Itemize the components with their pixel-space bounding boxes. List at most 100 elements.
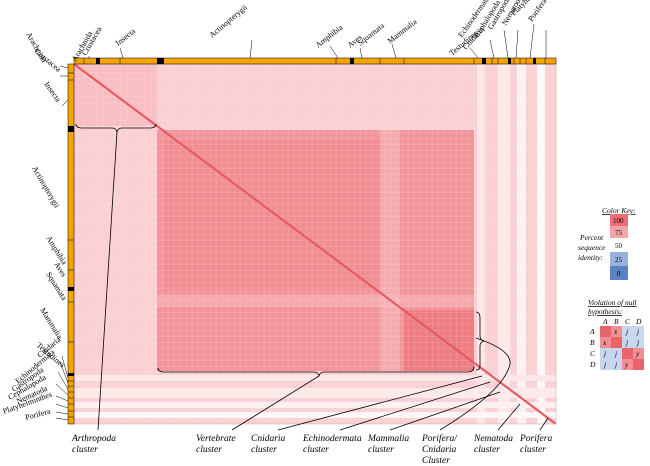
top-bar-mark-3 [350, 58, 354, 64]
arthropoda-leader [97, 131, 118, 431]
key-tick-100: 100 [613, 217, 624, 225]
vcell-cc [622, 348, 633, 359]
key-swatch-75 [610, 226, 628, 238]
vertebrate-leader [231, 375, 320, 431]
top-label-mammalia: Mammalia [386, 17, 419, 46]
cluster-brackets [75, 123, 549, 431]
top-bar-mark-4 [482, 58, 486, 64]
vcol-d: D [635, 317, 642, 326]
vcol-a: A [602, 317, 608, 326]
vcell-ab [611, 326, 622, 337]
left-labels: Arachnida Crustacea Insecta Actinopteryg… [2, 31, 70, 422]
echinodermata-leader [339, 381, 491, 431]
cluster-mammalia: Mammalia cluster [367, 434, 409, 455]
key-swatch-50 [610, 238, 628, 252]
violation-matrix: Violation of null hypothesis: A B C D A B… [588, 298, 644, 370]
vtext-cd: y [635, 349, 640, 358]
vcell-cb [611, 348, 622, 359]
cnidaria-leader [277, 375, 483, 431]
cluster-porifera-cnidaria: Porifera/Cnidaria Cluster [421, 433, 458, 466]
top-bar-mark-2 [157, 58, 164, 64]
cluster-echinodermata: Echinodermata cluster [302, 434, 362, 455]
vrow-a: A [589, 327, 595, 336]
vtext-ac: j [625, 327, 628, 336]
vcell-ca [600, 348, 611, 359]
cluster-porifera: Porifera cluster [519, 433, 552, 455]
color-key-title: Color Key: [602, 206, 636, 215]
left-taxon-bar [67, 63, 75, 425]
vcell-ba [600, 337, 611, 348]
vcol-c: C [625, 317, 631, 326]
top-label-amphibia: Amphibia [314, 23, 345, 50]
vcell-bb [611, 337, 622, 348]
key-swatch-25 [610, 252, 628, 266]
cluster-arthropoda: Arthropoda cluster [71, 434, 116, 455]
vrow-c: C [590, 349, 596, 358]
vtext-bc: j [625, 338, 628, 347]
color-key: Color Key: 100 75 50 25 0 Percent sequenc… [578, 206, 636, 280]
top-labels: Crustacea Arachnida Insecta Actinopteryg… [70, 0, 552, 63]
vcell-ac [622, 326, 633, 337]
top-taxon-bar [73, 57, 557, 65]
cluster-labels: Arthropoda cluster Vertebrate cluster Cnid… [71, 433, 552, 466]
vcell-bc [622, 337, 633, 348]
key-swatch-100 [610, 214, 628, 226]
left-bar-dividers [68, 72, 74, 418]
vtext-cb: j [614, 349, 617, 358]
left-label-insecta: Insecta [42, 80, 63, 104]
vcol-b: B [614, 317, 619, 326]
left-label-mammalia: Mammalia [38, 306, 64, 341]
left-label-actinopterygii: Actinopterygii [30, 165, 62, 211]
vtext-dc: y [624, 360, 629, 369]
top-label-insecta: Insecta [114, 26, 138, 47]
vtext-ad: j [636, 327, 639, 336]
porifera-cnidaria-curve [439, 337, 511, 431]
top-bar-mark-1 [96, 58, 100, 64]
porifera-leader [539, 417, 549, 431]
key-tick-0: 0 [617, 270, 621, 278]
vcell-ad [633, 326, 644, 337]
cluster-cnidaria: Cnidaria cluster [251, 434, 286, 455]
diagonal [73, 63, 557, 425]
vtext-bd: j [636, 338, 639, 347]
violation-title: Violation of null hypothesis: [588, 298, 637, 316]
top-bar-mark-6 [533, 58, 536, 64]
left-bar-mark-2 [68, 287, 74, 291]
vcell-dc [622, 359, 633, 370]
vrow-d: D [589, 360, 596, 369]
top-leader-lines [87, 23, 547, 59]
vcell-aa [600, 326, 611, 337]
vtext-da: j [603, 360, 606, 369]
vrow-b: B [590, 338, 595, 347]
heatmap-matrix [73, 63, 557, 425]
cluster-vertebrate: Vertebrate cluster [196, 434, 236, 455]
vcell-da [600, 359, 611, 370]
key-swatch-0 [610, 266, 628, 280]
vcell-db [611, 359, 622, 370]
vcell-bd [633, 337, 644, 348]
left-leader-lines [55, 65, 69, 421]
left-bar-mark-3 [68, 373, 74, 376]
mammalia-leader [389, 391, 501, 431]
top-bar-dividers [83, 58, 546, 64]
top-bar-fill [73, 57, 557, 65]
vtext-ca: j [603, 349, 606, 358]
left-bar-mark-1 [68, 126, 74, 132]
top-label-porifera: Porifera [526, 0, 548, 23]
left-bar-fill [67, 63, 75, 425]
top-label-actinopterygii: Actinopterygii [208, 2, 250, 39]
vtext-ab: x [613, 327, 618, 336]
vtext-db: j [614, 360, 617, 369]
key-tick-50: 50 [615, 242, 623, 250]
vcell-cd [633, 348, 644, 359]
key-label: Percent sequence identity: [578, 233, 606, 262]
left-label-porifera: Porifera [24, 406, 52, 421]
vcell-dd [633, 359, 644, 370]
top-bar-mark-5 [508, 58, 511, 64]
nematoda-leader [497, 403, 521, 431]
top-label-squamata: Squamata [356, 21, 387, 48]
left-label-crustacea: Crustacea [33, 47, 63, 74]
key-tick-25: 25 [615, 256, 623, 264]
vtext-ba: x [602, 338, 607, 347]
